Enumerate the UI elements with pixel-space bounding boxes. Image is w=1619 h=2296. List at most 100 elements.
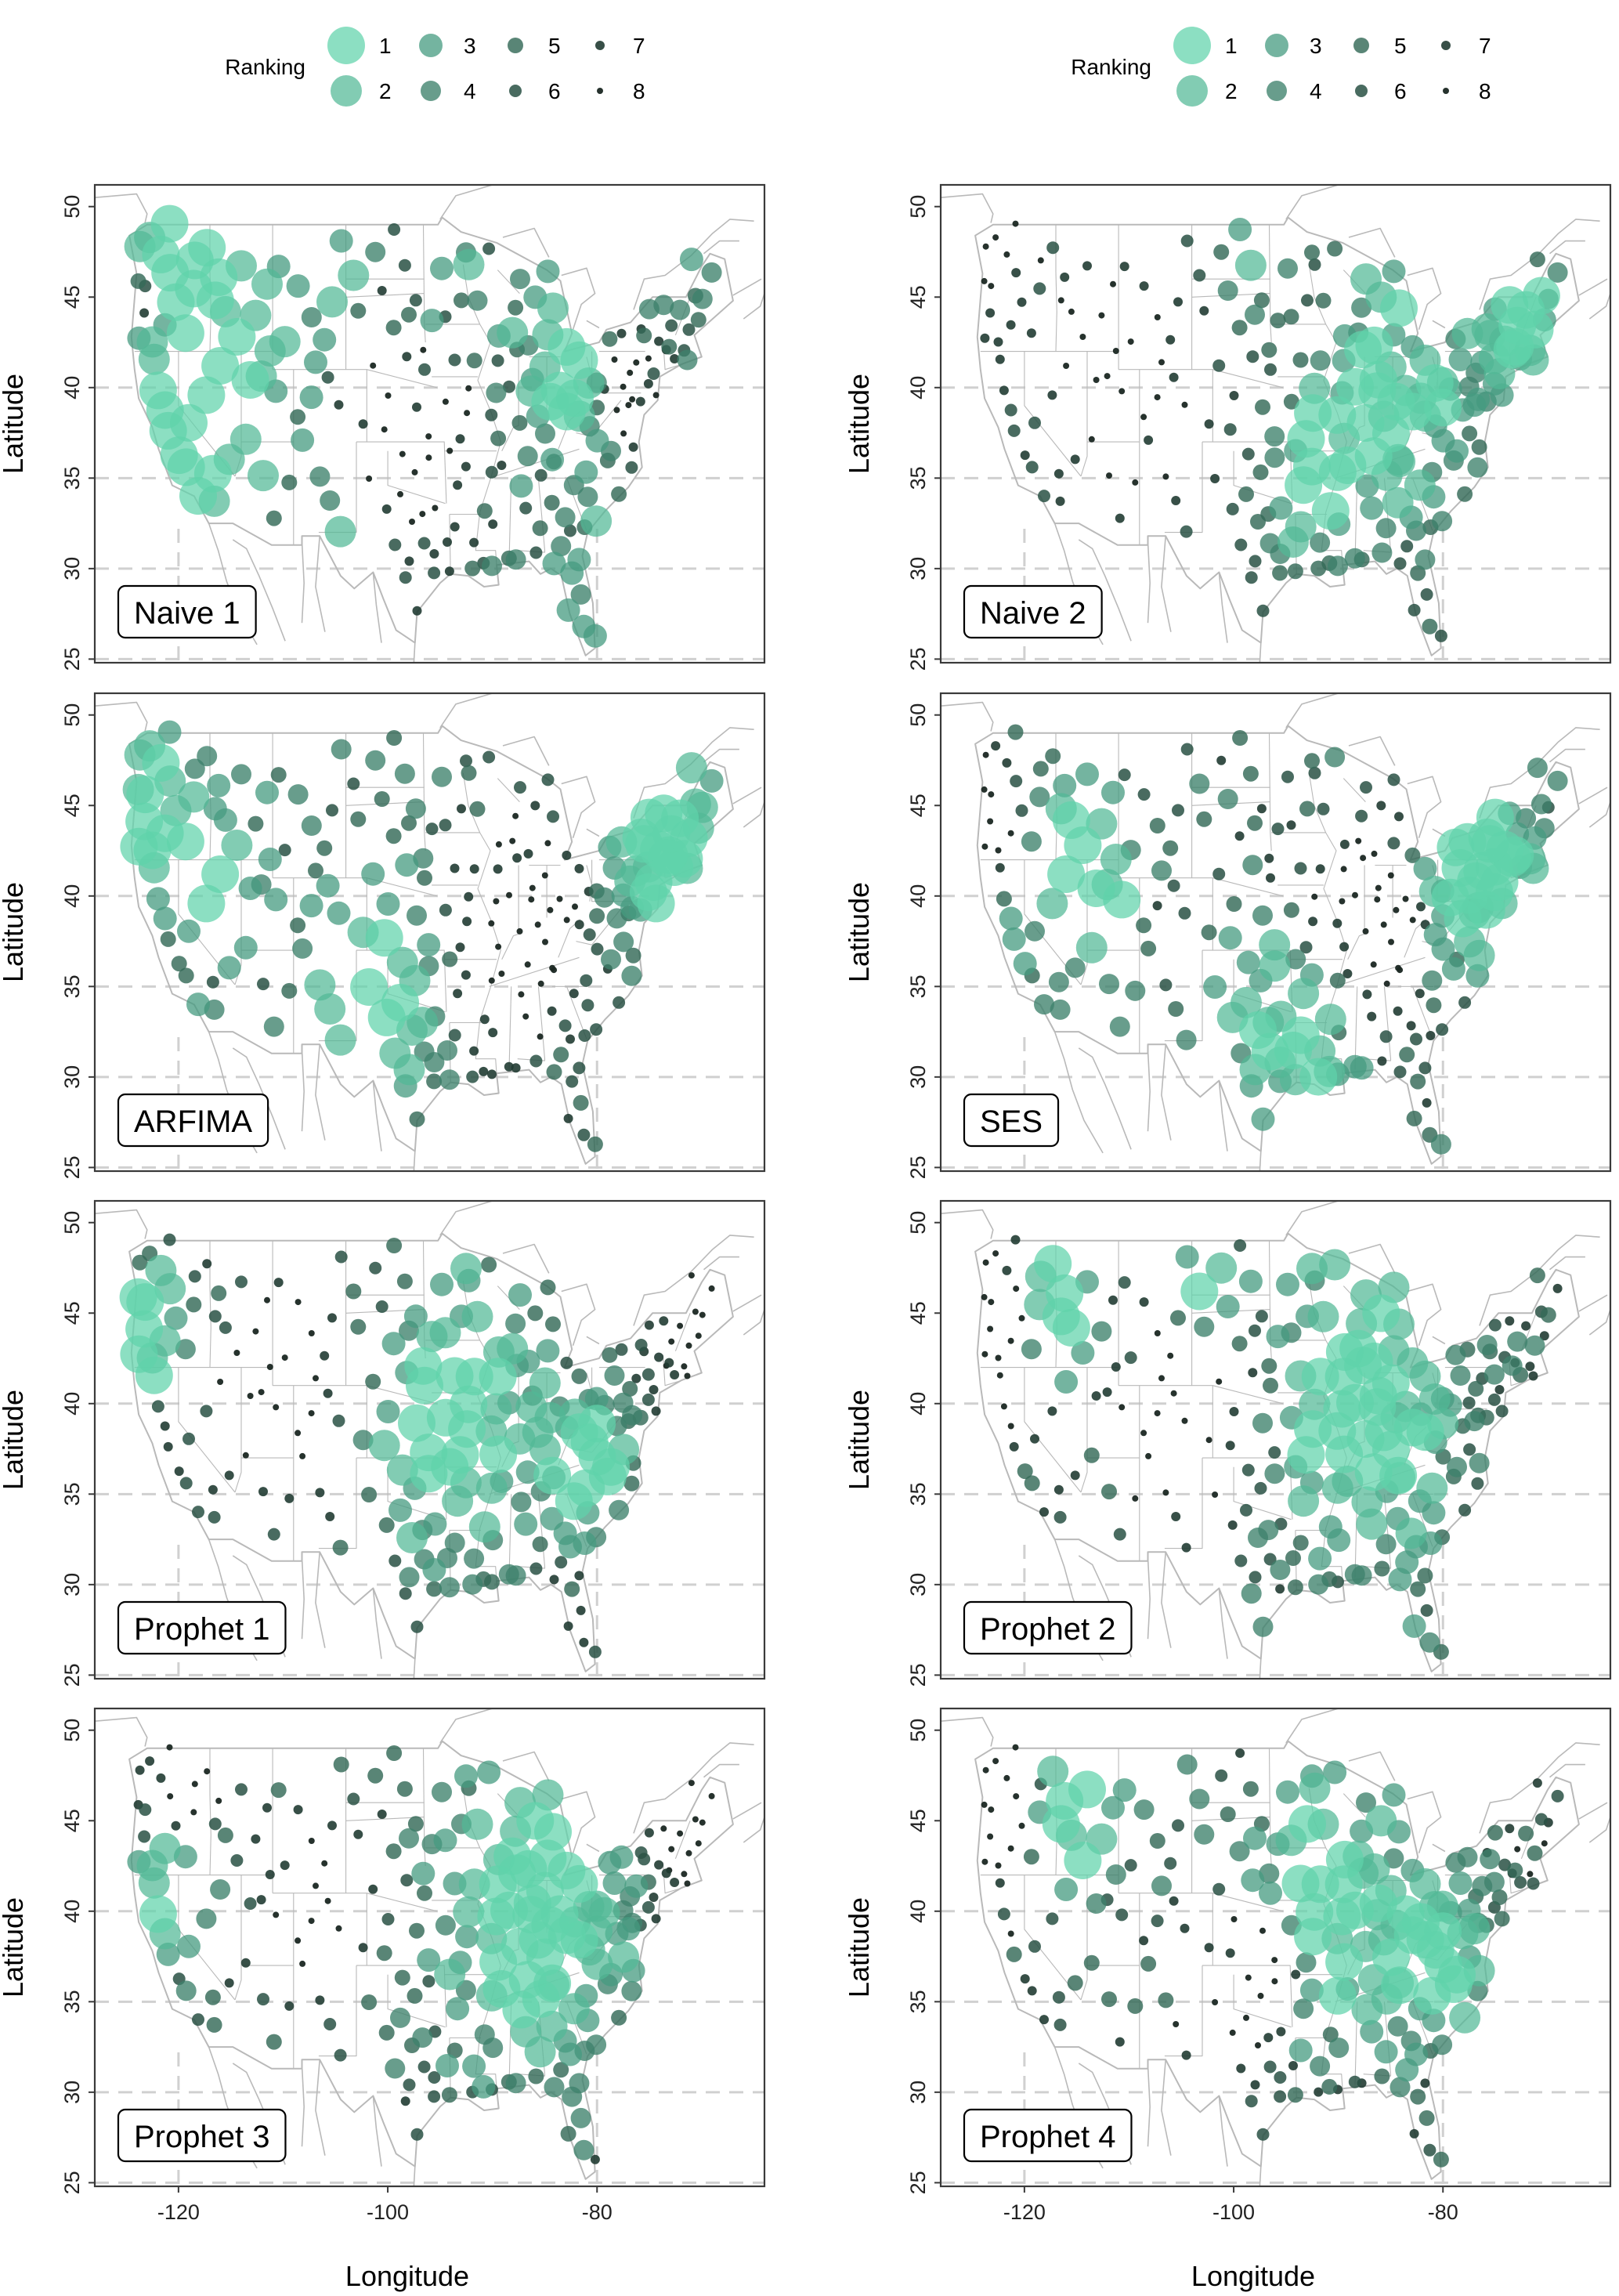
panel-label-text: ARFIMA	[134, 1105, 252, 1139]
station-marker-rank-5	[1283, 902, 1299, 918]
legend-rank-1-label: 1	[379, 34, 392, 58]
station-marker-rank-7	[1525, 1361, 1535, 1372]
station-marker-rank-4	[1064, 957, 1086, 978]
station-marker-rank-7	[1291, 1969, 1301, 1980]
station-marker-rank-4	[1502, 1355, 1523, 1376]
station-marker-rank-8	[1003, 251, 1010, 258]
station-marker-rank-6	[1308, 766, 1321, 779]
station-marker-rank-1	[1355, 326, 1393, 364]
station-marker-rank-8	[987, 818, 994, 825]
station-marker-rank-1	[1416, 1931, 1455, 1969]
state-border	[1164, 1458, 1203, 1549]
station-marker-rank-4	[1530, 794, 1552, 815]
station-marker-rank-1	[479, 1358, 517, 1396]
station-marker-rank-5	[611, 2009, 627, 2026]
station-marker-rank-6	[583, 928, 596, 942]
station-marker-rank-7	[353, 1829, 363, 1839]
station-marker-rank-8	[518, 991, 525, 998]
station-marker-rank-4	[1447, 1456, 1467, 1477]
station-marker-rank-6	[244, 1897, 257, 1910]
station-marker-rank-7	[1144, 435, 1154, 445]
station-marker-rank-3	[536, 259, 560, 284]
y-tick-label: 30	[906, 1573, 930, 1596]
station-marker-rank-3	[299, 385, 323, 410]
panel-plot-area	[95, 1708, 764, 2186]
station-marker-rank-6	[1178, 906, 1191, 920]
station-marker-rank-3	[313, 327, 337, 352]
mexico-coastline	[413, 2166, 416, 2186]
station-marker-rank-1	[1064, 1842, 1102, 1879]
station-marker-rank-7	[404, 556, 414, 566]
station-marker-rank-4	[399, 1828, 419, 1849]
station-marker-rank-7	[293, 1805, 303, 1815]
station-marker-rank-8	[1229, 2029, 1236, 2036]
station-marker-rank-5	[469, 801, 486, 817]
station-marker-rank-4	[309, 466, 331, 487]
station-marker-rank-5	[476, 503, 493, 519]
station-marker-rank-1	[150, 204, 189, 243]
station-marker-rank-1	[502, 1990, 540, 2029]
station-marker-rank-7	[985, 308, 996, 318]
station-marker-rank-7	[993, 337, 1003, 347]
station-marker-rank-8	[1181, 1417, 1188, 1424]
station-marker-rank-3	[598, 1850, 622, 1875]
canada-coastline	[439, 1201, 493, 1236]
station-marker-rank-2	[338, 259, 370, 291]
station-marker-rank-1	[201, 855, 240, 893]
station-marker-rank-8	[1003, 1774, 1010, 1781]
station-marker-rank-8	[995, 847, 1002, 854]
station-marker-rank-5	[1287, 2087, 1303, 2103]
station-marker-rank-3	[1382, 1783, 1406, 1807]
y-tick-label: 40	[906, 884, 930, 908]
station-marker-rank-3	[1269, 496, 1293, 520]
station-marker-rank-6	[1124, 1859, 1137, 1872]
station-marker-rank-7	[444, 566, 454, 577]
station-markers	[981, 1744, 1564, 2168]
legend-rank-4-marker	[1267, 81, 1287, 101]
station-marker-rank-7	[224, 1470, 234, 1481]
state-border	[497, 778, 520, 802]
mexico-coastline	[372, 1080, 382, 1152]
station-marker-rank-1	[126, 1283, 164, 1322]
station-marker-rank-7	[1343, 969, 1353, 978]
station-marker-rank-1	[1471, 825, 1509, 863]
station-marker-rank-4	[609, 1499, 630, 1520]
station-marker-rank-8	[981, 1858, 988, 1865]
y-tick-label: 30	[60, 557, 84, 580]
station-marker-rank-7	[479, 1066, 489, 1076]
canada-coastline	[1285, 693, 1339, 729]
station-markers	[124, 204, 722, 648]
station-marker-rank-4	[1324, 747, 1346, 768]
y-tick-label: 35	[60, 466, 84, 490]
station-marker-rank-8	[1216, 1378, 1223, 1385]
station-marker-rank-7	[1406, 1021, 1416, 1031]
station-marker-rank-7	[1139, 1297, 1149, 1307]
station-marker-rank-3	[217, 956, 241, 980]
station-marker-rank-1	[1296, 1893, 1334, 1931]
station-marker-rank-7	[377, 1810, 387, 1819]
station-marker-rank-6	[208, 1817, 222, 1831]
station-marker-rank-6	[641, 1393, 655, 1406]
station-marker-rank-4	[1025, 920, 1045, 942]
station-marker-rank-3	[1243, 1826, 1267, 1850]
station-marker-rank-2	[254, 335, 286, 367]
station-marker-rank-7	[1139, 1936, 1149, 1946]
station-marker-rank-8	[1212, 1491, 1219, 1498]
station-marker-rank-7	[1314, 2087, 1324, 2097]
station-marker-rank-8	[981, 1801, 988, 1808]
station-marker-rank-6	[641, 1900, 655, 1914]
station-marker-rank-8	[981, 1293, 988, 1300]
station-marker-rank-8	[425, 433, 432, 440]
station-marker-rank-7	[1225, 1948, 1235, 1958]
canada-coastline	[1407, 1791, 1442, 1854]
station-marker-rank-6	[1180, 234, 1194, 248]
station-marker-rank-7	[368, 1884, 378, 1894]
station-marker-rank-7	[327, 1821, 337, 1831]
station-marker-rank-4	[352, 1430, 374, 1451]
station-marker-rank-4	[365, 241, 386, 262]
state-border	[1024, 1875, 1082, 2001]
station-marker-rank-5	[1220, 1806, 1236, 1822]
canada-coastline	[502, 1751, 550, 1781]
station-marker-rank-3	[1299, 1978, 1324, 2002]
